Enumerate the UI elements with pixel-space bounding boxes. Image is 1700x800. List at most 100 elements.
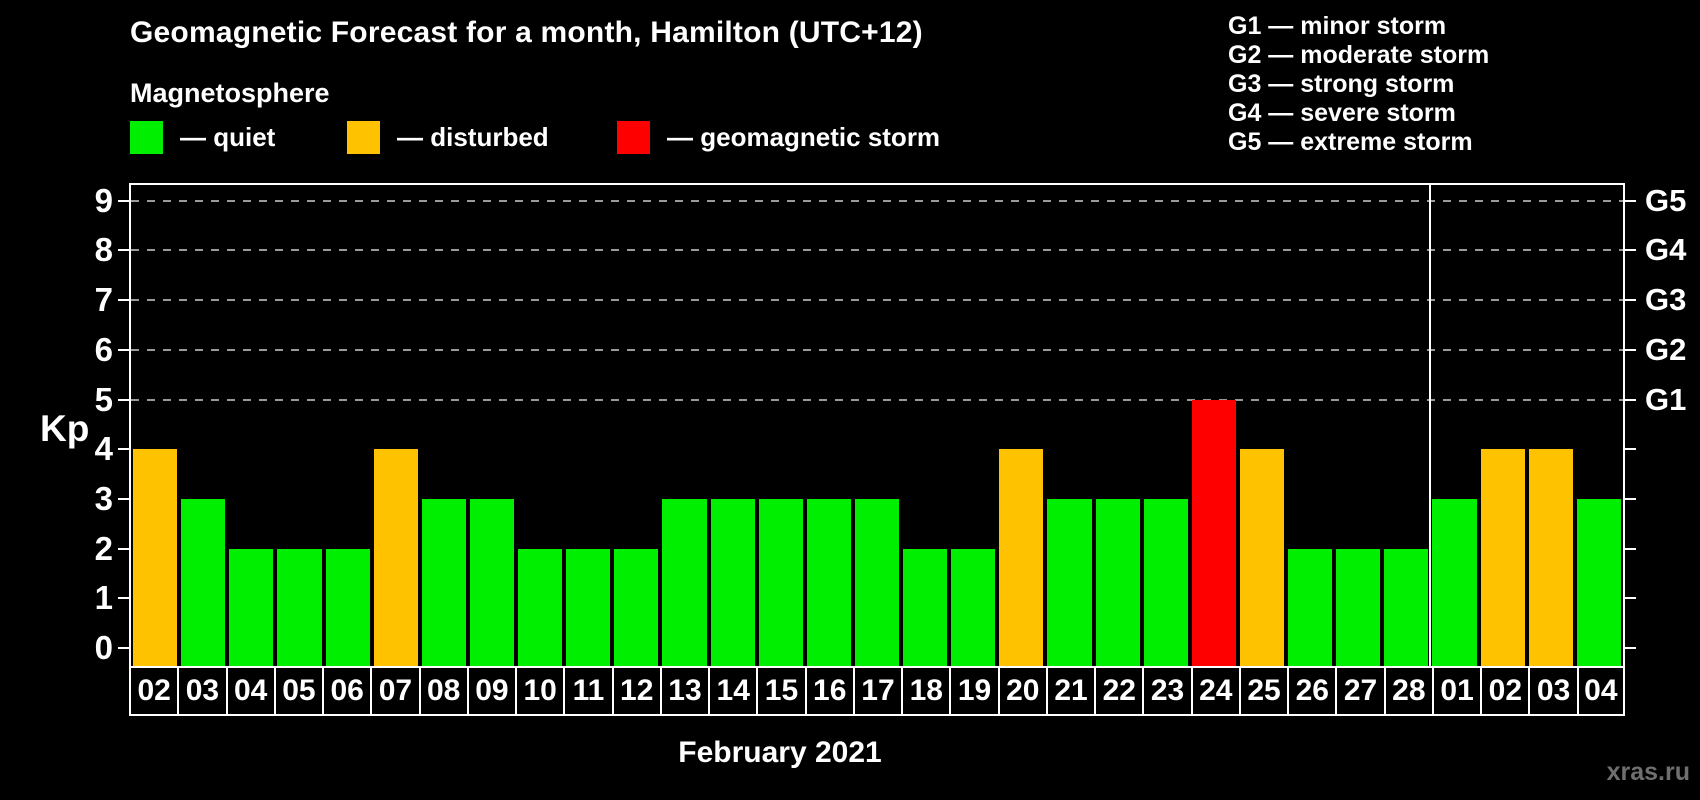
day-cell-feb-27: 27 — [1335, 668, 1383, 714]
y-tick-label-4: 4 — [94, 430, 113, 468]
magnetosphere-subtitle: Magnetosphere — [130, 78, 330, 108]
y-tick-left-6 — [118, 348, 129, 351]
g-legend-row-4: G4 — severe storm — [1228, 99, 1456, 127]
day-cell-feb-19: 19 — [949, 668, 997, 714]
legend-item-geomagnetic-storm: — geomagnetic storm — [617, 120, 940, 154]
kp-bar-day-08 — [421, 498, 466, 666]
y-tick-right-3 — [1625, 497, 1636, 500]
y-tick-label-2: 2 — [94, 529, 113, 567]
kp-bar-day-12 — [614, 548, 659, 666]
kp-bar-day-10 — [518, 548, 563, 666]
day-cell-feb-21: 21 — [1045, 668, 1094, 714]
day-cell-feb-11: 11 — [563, 668, 611, 714]
kp-bar-day-04 — [229, 548, 274, 666]
y-axis-title: Kp — [40, 408, 90, 449]
kp-bar-day-26 — [1288, 548, 1333, 666]
kp-bar-day-19 — [951, 548, 996, 666]
day-cell-feb-26: 26 — [1287, 668, 1335, 714]
gridline-kp-9 — [131, 199, 1623, 202]
day-cell-feb-22: 22 — [1094, 668, 1142, 714]
y-tick-left-8 — [118, 249, 129, 252]
y-tick-right-4 — [1625, 448, 1636, 451]
y-tick-right-1 — [1625, 597, 1636, 600]
day-cell-feb-20: 20 — [997, 668, 1046, 714]
kp-bar-day-02 — [1480, 449, 1525, 666]
kp-bar-day-07 — [373, 449, 418, 666]
y-tick-right-2 — [1625, 547, 1636, 550]
y-tick-left-7 — [118, 299, 129, 302]
day-cell-feb-16: 16 — [804, 668, 853, 714]
x-axis-day-row: 02 03 04 05 06 07 08 09 10 11 12 13 14 15 16 17 18 19 20 21… — [129, 668, 1625, 716]
kp-bar-day-03 — [1528, 449, 1573, 666]
right-axis-label-G1: G1 — [1645, 381, 1687, 417]
kp-bar-day-15 — [758, 498, 803, 666]
y-tick-left-0 — [118, 647, 129, 649]
y-tick-right-6 — [1625, 348, 1636, 351]
day-cell-feb-10: 10 — [515, 668, 563, 714]
day-cell-feb-25: 25 — [1238, 668, 1287, 714]
y-tick-label-5: 5 — [94, 380, 113, 418]
chart-title: Geomagnetic Forecast for a month, Hamilt… — [130, 16, 923, 49]
g-legend-row-3: G3 — strong storm — [1228, 70, 1455, 98]
gridline-kp-5 — [131, 398, 1623, 401]
day-cell-feb-03: 03 — [177, 668, 225, 714]
y-tick-right-8 — [1625, 249, 1636, 252]
day-cell-feb-15: 15 — [756, 668, 804, 714]
day-cell-feb-05: 05 — [273, 668, 322, 714]
legend-label-quiet: — quiet — [180, 121, 276, 152]
g-legend-row-2: G2 — moderate storm — [1228, 41, 1490, 69]
y-tick-right-9 — [1625, 199, 1636, 202]
kp-bar-day-20 — [999, 449, 1044, 666]
y-tick-label-9: 9 — [94, 181, 113, 219]
legend-item-quiet: — quiet — [130, 120, 275, 154]
kp-bar-day-18 — [903, 548, 948, 666]
g-legend-row-1: G1 — minor storm — [1228, 12, 1447, 40]
y-tick-left-3 — [118, 497, 129, 500]
y-tick-right-5 — [1625, 398, 1636, 401]
legend-swatch-geomagnetic-storm — [617, 120, 650, 154]
kp-bar-day-21 — [1047, 498, 1092, 666]
kp-bar-day-05 — [277, 548, 322, 666]
y-tick-left-5 — [118, 398, 129, 401]
day-cell-feb-28: 28 — [1383, 668, 1432, 714]
day-cell-feb-17: 17 — [852, 668, 901, 714]
g-legend-row-5: G5 — extreme storm — [1228, 128, 1473, 156]
day-cell-feb-04: 04 — [225, 668, 274, 714]
day-cell-feb-12: 12 — [611, 668, 660, 714]
month-boundary-line — [1429, 185, 1432, 666]
y-tick-label-6: 6 — [94, 330, 113, 368]
right-axis-label-G5: G5 — [1645, 182, 1687, 218]
day-cell-feb-24: 24 — [1190, 668, 1239, 714]
y-tick-left-4 — [118, 448, 129, 451]
kp-bar-day-24 — [1191, 399, 1236, 666]
y-tick-label-7: 7 — [94, 281, 113, 319]
kp-bar-day-03 — [181, 498, 226, 666]
right-axis-label-G4: G4 — [1645, 232, 1687, 268]
kp-bar-day-28 — [1384, 548, 1429, 666]
kp-bar-day-06 — [325, 548, 370, 666]
kp-bar-day-01 — [1432, 498, 1477, 666]
day-cell-feb-18: 18 — [901, 668, 949, 714]
gridline-kp-8 — [131, 249, 1623, 252]
day-cell-feb-13: 13 — [659, 668, 708, 714]
legend-swatch-disturbed — [347, 120, 380, 154]
kp-bar-day-16 — [806, 498, 851, 666]
kp-bar-day-22 — [1095, 498, 1140, 666]
kp-bar-day-25 — [1239, 449, 1285, 666]
kp-bar-day-23 — [1143, 498, 1188, 666]
kp-bar-day-09 — [469, 498, 515, 666]
y-tick-label-0: 0 — [94, 629, 113, 666]
y-tick-left-2 — [118, 547, 129, 550]
day-cell-feb-06: 06 — [322, 668, 370, 714]
y-tick-right-7 — [1625, 299, 1636, 302]
y-tick-label-3: 3 — [94, 479, 113, 517]
gridline-kp-7 — [131, 299, 1623, 302]
y-tick-left-9 — [118, 199, 129, 202]
right-axis-label-G2: G2 — [1645, 331, 1687, 367]
y-tick-right-0 — [1625, 647, 1636, 649]
kp-bar-day-04 — [1576, 498, 1621, 666]
g-scale-legend: G1 — minor storm G2 — moderate storm G3 — … — [1228, 12, 1489, 157]
watermark: xras.ru — [1606, 758, 1690, 786]
day-cell-feb-07: 07 — [370, 668, 418, 714]
